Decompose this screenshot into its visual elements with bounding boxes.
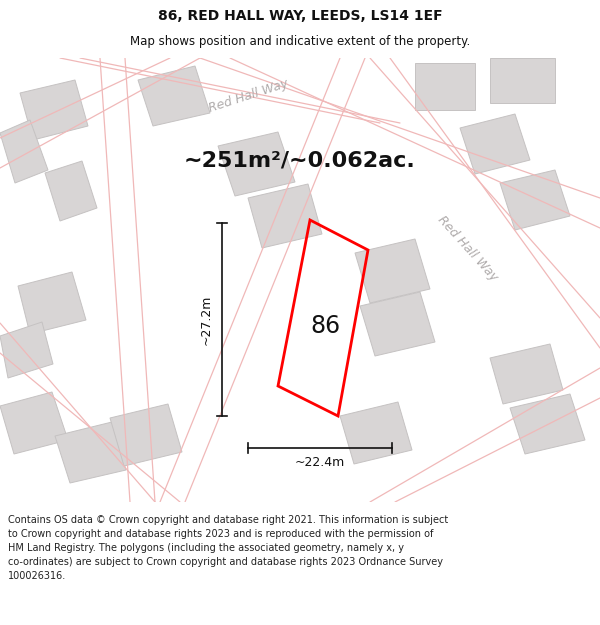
Polygon shape	[355, 239, 430, 303]
Text: ~22.4m: ~22.4m	[295, 456, 345, 469]
Polygon shape	[340, 402, 412, 464]
Polygon shape	[415, 63, 475, 110]
Text: Map shows position and indicative extent of the property.: Map shows position and indicative extent…	[130, 34, 470, 48]
Polygon shape	[490, 58, 555, 103]
Polygon shape	[20, 80, 88, 140]
Polygon shape	[138, 66, 210, 126]
Text: Red Hall Way: Red Hall Way	[206, 77, 289, 115]
Text: Contains OS data © Crown copyright and database right 2021. This information is : Contains OS data © Crown copyright and d…	[8, 515, 448, 581]
Text: 86: 86	[310, 314, 340, 338]
Polygon shape	[460, 114, 530, 174]
Polygon shape	[18, 272, 86, 334]
Polygon shape	[0, 392, 68, 454]
Polygon shape	[248, 184, 322, 248]
Polygon shape	[500, 170, 570, 230]
Polygon shape	[218, 132, 295, 196]
Polygon shape	[0, 120, 48, 183]
Polygon shape	[490, 344, 563, 404]
Polygon shape	[45, 161, 97, 221]
Text: Red Hall Way: Red Hall Way	[436, 213, 500, 283]
Polygon shape	[510, 394, 585, 454]
Polygon shape	[55, 422, 126, 483]
Text: ~27.2m: ~27.2m	[199, 294, 212, 345]
Text: ~251m²/~0.062ac.: ~251m²/~0.062ac.	[184, 150, 416, 170]
Polygon shape	[360, 292, 435, 356]
Polygon shape	[0, 322, 53, 378]
Text: 86, RED HALL WAY, LEEDS, LS14 1EF: 86, RED HALL WAY, LEEDS, LS14 1EF	[158, 9, 442, 23]
Polygon shape	[110, 404, 182, 466]
